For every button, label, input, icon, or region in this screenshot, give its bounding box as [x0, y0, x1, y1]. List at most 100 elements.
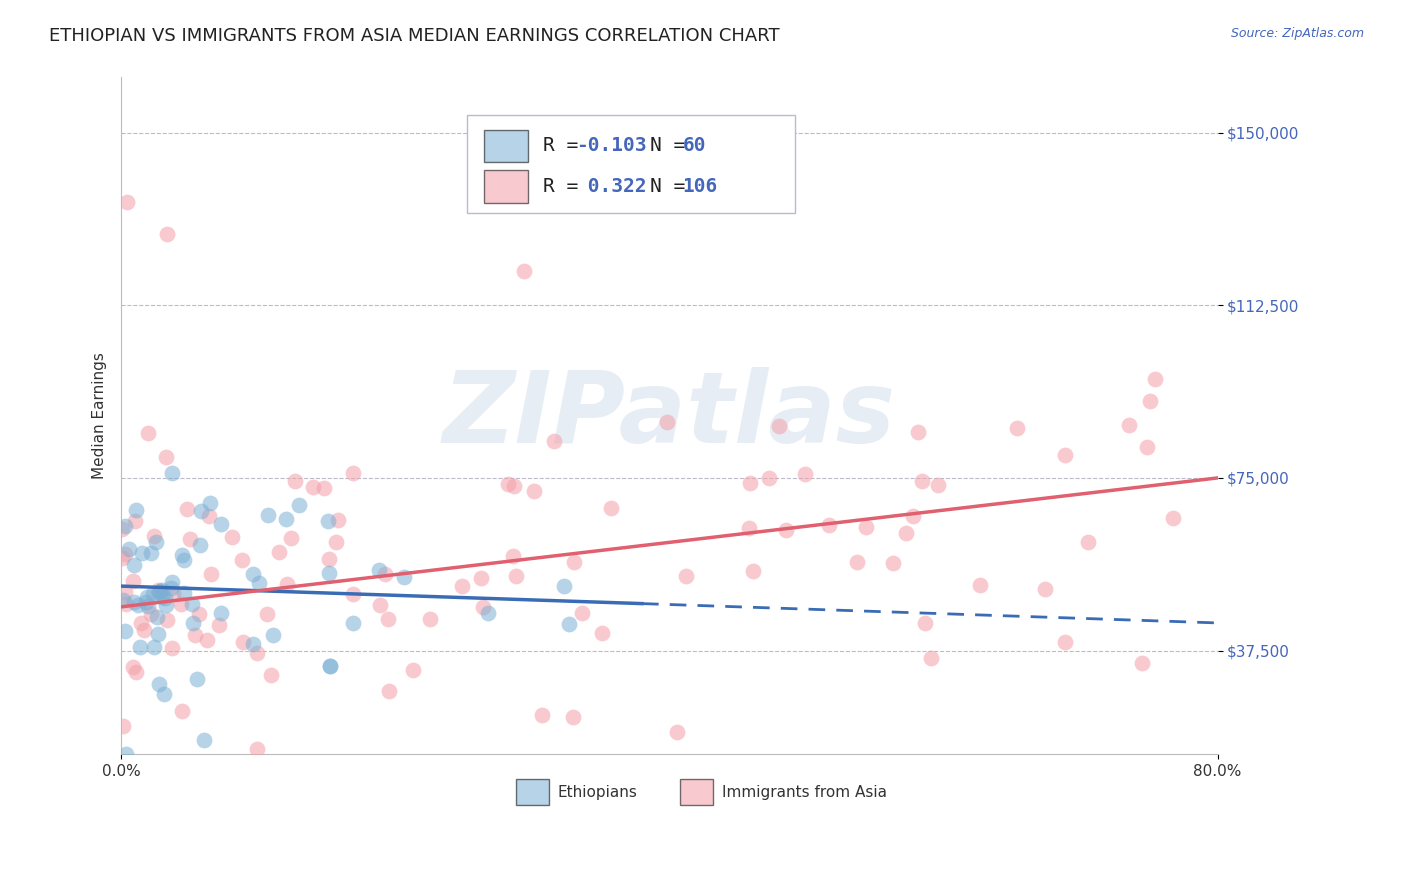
Point [280, 531, 302, 545]
Point [737, 521, 759, 535]
Point [187, 607, 209, 621]
Point [1007, 421, 1029, 435]
Point [894, 526, 917, 541]
Point [181, 615, 204, 630]
Point [907, 425, 929, 440]
Point [180, 597, 202, 611]
Point [368, 598, 391, 612]
Point [124, 514, 146, 528]
Point [150, 591, 173, 605]
Text: ZIPatlas: ZIPatlas [443, 368, 896, 464]
Point [198, 508, 221, 523]
Point [193, 733, 215, 747]
Point [553, 579, 575, 593]
Point [242, 637, 264, 651]
Point [471, 600, 494, 615]
Point [477, 606, 499, 620]
Point [901, 509, 924, 524]
Point [318, 552, 340, 566]
Point [374, 567, 396, 582]
Point [160, 582, 183, 596]
Point [141, 546, 163, 560]
Point [112, 719, 135, 733]
Point [242, 566, 264, 581]
Point [1130, 656, 1153, 670]
Point [927, 478, 949, 492]
Point [378, 684, 401, 698]
Point [794, 467, 817, 482]
Point [115, 194, 138, 209]
Point [115, 598, 138, 612]
Point [505, 568, 527, 582]
Text: Ethiopians: Ethiopians [558, 785, 637, 799]
Point [190, 504, 212, 518]
Point [768, 419, 790, 434]
Point [209, 607, 232, 621]
Point [1054, 635, 1077, 649]
Point [1139, 393, 1161, 408]
Point [153, 591, 176, 606]
Point [920, 651, 942, 665]
Point [325, 535, 347, 549]
Point [173, 586, 195, 600]
Point [257, 508, 280, 523]
Point [562, 556, 585, 570]
Point [132, 624, 155, 638]
Point [155, 450, 177, 465]
Text: N =: N = [650, 177, 696, 196]
Point [276, 577, 298, 591]
Point [247, 575, 270, 590]
Point [246, 742, 269, 756]
Point [855, 519, 877, 533]
Point [256, 607, 278, 622]
Point [176, 502, 198, 516]
FancyBboxPatch shape [484, 129, 527, 162]
Point [342, 615, 364, 630]
Point [195, 632, 218, 647]
Point [262, 628, 284, 642]
Point [156, 227, 179, 241]
Point [114, 518, 136, 533]
FancyBboxPatch shape [681, 780, 713, 805]
Point [274, 512, 297, 526]
Point [496, 476, 519, 491]
Point [111, 522, 134, 536]
Point [145, 535, 167, 549]
Point [419, 612, 441, 626]
Point [302, 480, 325, 494]
Point [138, 425, 160, 440]
Point [1161, 511, 1184, 525]
Point [1077, 534, 1099, 549]
Point [183, 628, 205, 642]
Point [232, 634, 254, 648]
Point [173, 553, 195, 567]
Point [160, 641, 183, 656]
Point [148, 627, 170, 641]
Point [118, 542, 141, 557]
Point [172, 704, 194, 718]
Point [111, 550, 134, 565]
Point [377, 612, 399, 626]
Point [1118, 418, 1140, 433]
Point [402, 663, 425, 677]
Text: Source: ZipAtlas.com: Source: ZipAtlas.com [1230, 27, 1364, 40]
Point [342, 466, 364, 480]
Text: 60: 60 [682, 136, 706, 155]
Point [122, 558, 145, 573]
Point [150, 583, 173, 598]
Point [269, 545, 291, 559]
FancyBboxPatch shape [467, 115, 796, 213]
Point [513, 264, 536, 278]
Point [1053, 448, 1076, 462]
Text: R =: R = [543, 177, 591, 196]
Point [914, 616, 936, 631]
Point [127, 599, 149, 613]
Point [135, 590, 157, 604]
Point [221, 530, 243, 544]
Point [149, 584, 172, 599]
Point [200, 496, 222, 510]
Point [209, 516, 232, 531]
Point [143, 529, 166, 543]
Point [146, 583, 169, 598]
Text: Immigrants from Asia: Immigrants from Asia [723, 785, 887, 799]
